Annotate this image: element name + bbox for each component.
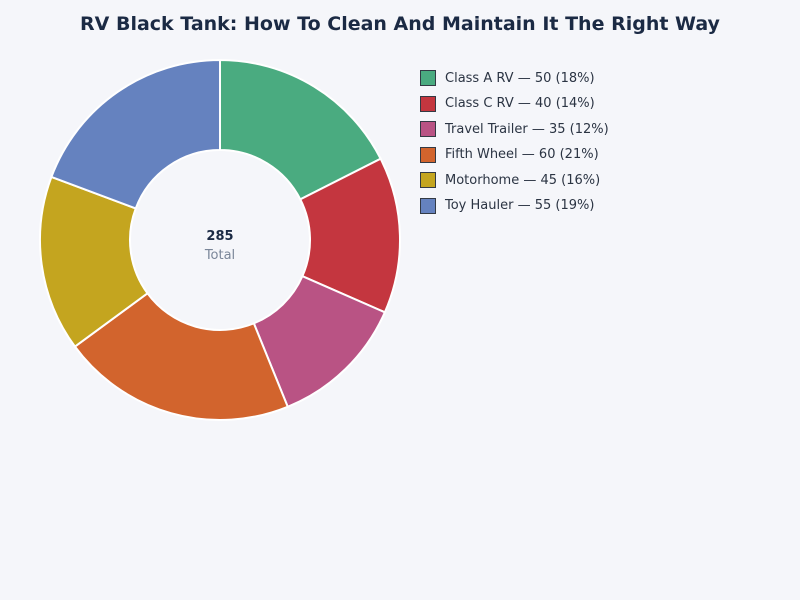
legend-item: Class C RV — 40 (14%) xyxy=(420,95,609,113)
legend-item: Toy Hauler — 55 (19%) xyxy=(420,197,609,215)
legend-item: Travel Trailer — 35 (12%) xyxy=(420,120,609,138)
slices-group xyxy=(39,58,401,421)
legend-swatch xyxy=(420,172,436,189)
center-total-value: 285 xyxy=(206,229,233,244)
legend-swatch xyxy=(420,70,436,86)
legend: Class A RV — 50 (18%) Class C RV — 40 (14… xyxy=(420,69,609,223)
legend-swatch xyxy=(420,146,436,163)
legend-swatch xyxy=(420,95,436,112)
slice-class-a-rv xyxy=(219,58,382,201)
slice-fifth-wheel xyxy=(73,291,290,421)
legend-item: Motorhome — 45 (16%) xyxy=(420,171,609,189)
legend-label: Travel Trailer — 35 (12%) xyxy=(445,121,609,137)
legend-label: Fifth Wheel — 60 (21%) xyxy=(445,147,599,163)
legend-item: Fifth Wheel — 60 (21%) xyxy=(420,146,609,164)
legend-swatch xyxy=(420,121,436,138)
center-total-label: Total xyxy=(204,248,235,263)
legend-label: Class A RV — 50 (18%) xyxy=(445,70,595,86)
legend-item: Class A RV — 50 (18%) xyxy=(420,69,609,87)
legend-swatch xyxy=(420,197,436,214)
slice-toy-hauler xyxy=(50,58,221,210)
legend-label: Toy Hauler — 55 (19%) xyxy=(445,198,595,214)
legend-label: Class C RV — 40 (14%) xyxy=(445,96,595,112)
legend-label: Motorhome — 45 (16%) xyxy=(445,172,601,188)
chart-title: RV Black Tank: How To Clean And Maintain… xyxy=(80,13,720,35)
